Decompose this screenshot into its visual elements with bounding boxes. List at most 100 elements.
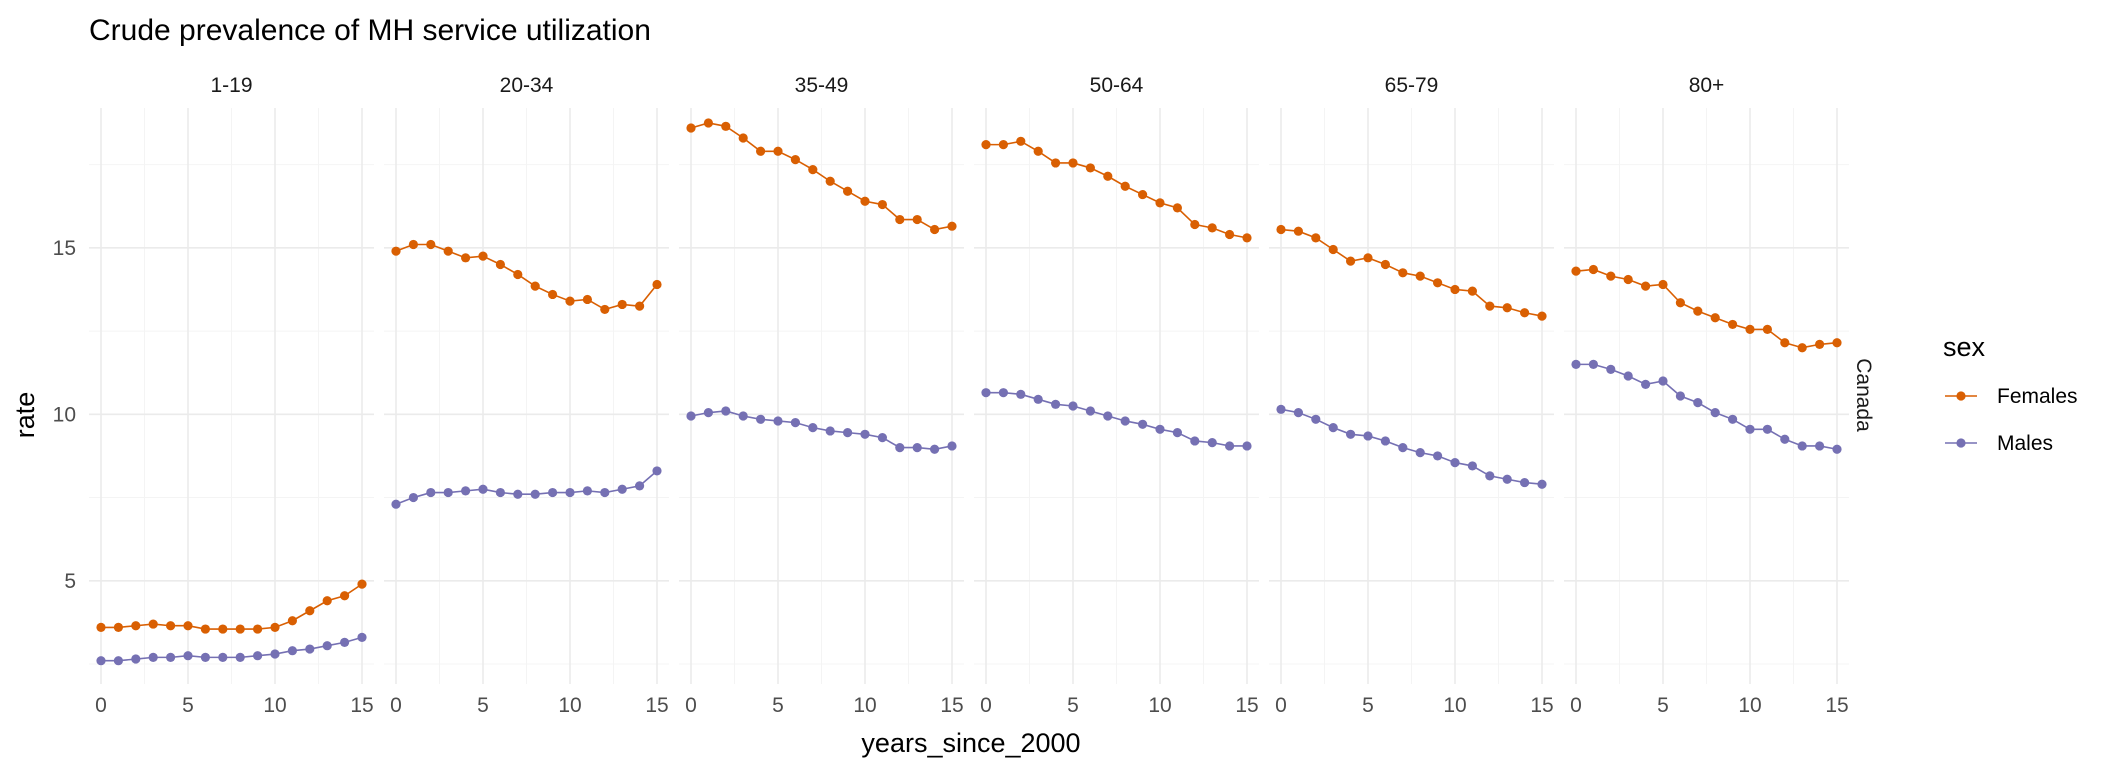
data-point-males xyxy=(1815,441,1825,451)
series-line-males xyxy=(395,470,658,505)
data-point-males xyxy=(756,414,766,424)
x-tick-label: 15 xyxy=(1530,694,1553,717)
data-point-males xyxy=(617,484,627,494)
data-point-males xyxy=(1016,389,1026,399)
facet-strip-label: 65-79 xyxy=(1385,74,1439,97)
data-point-males xyxy=(1797,441,1807,451)
data-point-females xyxy=(1606,271,1616,281)
facet-strip-label: 20-34 xyxy=(500,74,554,97)
data-point-females xyxy=(1363,253,1373,263)
data-point-males xyxy=(96,656,106,666)
data-point-males xyxy=(166,652,176,662)
data-point-females xyxy=(183,621,193,631)
data-point-males xyxy=(235,652,245,662)
data-point-females xyxy=(426,239,436,250)
data-point-males xyxy=(408,492,418,503)
data-point-females xyxy=(287,616,297,626)
data-point-females xyxy=(1641,281,1651,291)
legend-label: Females xyxy=(1997,385,2078,408)
data-point-females xyxy=(1467,286,1477,296)
y-tick-labels: 5 10 15 xyxy=(53,237,76,593)
data-point-males xyxy=(461,486,471,496)
data-point-males xyxy=(1068,401,1078,411)
data-point-females xyxy=(166,621,176,631)
data-point-males xyxy=(582,486,593,496)
data-point-males xyxy=(1832,444,1842,454)
data-point-females xyxy=(1815,339,1825,349)
data-point-females xyxy=(790,155,801,165)
data-point-males xyxy=(287,646,297,656)
x-tick-label: 10 xyxy=(558,694,581,717)
data-point-males xyxy=(148,652,158,662)
x-tick-label: 15 xyxy=(1235,694,1258,717)
data-point-females xyxy=(1172,203,1182,213)
x-tick-label: 0 xyxy=(685,694,697,717)
x-tick-label: 5 xyxy=(477,694,489,717)
data-point-males xyxy=(443,487,453,498)
data-point-males xyxy=(652,466,662,476)
legend-key-point xyxy=(1956,438,1966,448)
data-point-males xyxy=(998,388,1009,398)
data-point-females xyxy=(1745,324,1755,335)
data-point-males xyxy=(1346,429,1356,439)
data-point-males xyxy=(548,487,558,498)
x-tick-label: 5 xyxy=(182,694,194,717)
data-point-males xyxy=(1138,419,1148,429)
data-point-males xyxy=(825,426,835,436)
data-point-females xyxy=(721,121,731,131)
facet-panel-1: 1-19 0 5 10 15 xyxy=(89,74,374,717)
data-point-males xyxy=(860,429,870,439)
x-tick-label: 0 xyxy=(95,694,107,717)
data-point-males xyxy=(183,651,193,661)
data-point-males xyxy=(1103,411,1113,421)
data-point-males xyxy=(1693,398,1703,408)
data-point-females xyxy=(218,624,228,634)
data-point-males xyxy=(357,632,367,642)
data-point-females xyxy=(1033,146,1043,156)
x-tick-label: 10 xyxy=(1738,694,1761,717)
x-tick-label: 0 xyxy=(1275,694,1287,717)
y-tick-label: 5 xyxy=(64,570,76,593)
data-point-males xyxy=(1467,461,1477,471)
data-point-females xyxy=(408,239,418,250)
data-point-males xyxy=(738,411,748,421)
x-tick-label: 10 xyxy=(263,694,286,717)
facet-strip-label: 1-19 xyxy=(210,74,252,97)
data-point-females xyxy=(461,253,471,263)
data-point-females xyxy=(1832,338,1842,348)
data-point-males xyxy=(790,418,801,428)
data-point-females xyxy=(756,146,766,156)
data-point-females xyxy=(1797,343,1807,353)
series-line-females xyxy=(690,122,953,231)
data-point-females xyxy=(1450,284,1460,295)
data-point-males xyxy=(808,423,818,433)
x-tick-label: 5 xyxy=(1362,694,1374,717)
data-point-males xyxy=(1363,431,1373,441)
data-point-males xyxy=(1293,408,1303,418)
legend: sex Females Males xyxy=(1943,332,2078,455)
y-tick-label: 10 xyxy=(53,403,76,426)
data-point-females xyxy=(443,246,453,256)
data-point-females xyxy=(1328,244,1338,255)
data-point-males xyxy=(1502,474,1512,484)
x-tick-label: 15 xyxy=(645,694,668,717)
data-point-males xyxy=(877,433,888,443)
data-point-females xyxy=(686,123,696,133)
data-point-males xyxy=(1311,414,1321,424)
data-point-females xyxy=(548,289,558,300)
data-point-females xyxy=(96,622,106,632)
data-point-females xyxy=(235,624,245,634)
data-point-females xyxy=(860,196,870,206)
data-point-females xyxy=(981,140,991,150)
legend-item-males: Males xyxy=(1945,432,2053,455)
data-point-females xyxy=(1658,279,1668,290)
data-point-males xyxy=(1780,434,1790,444)
data-point-females xyxy=(635,301,645,311)
data-point-females xyxy=(1623,274,1633,285)
data-point-males xyxy=(565,487,575,498)
data-point-females xyxy=(877,199,888,210)
data-point-females xyxy=(565,296,575,306)
data-point-males xyxy=(1762,424,1772,434)
data-point-females xyxy=(270,622,280,632)
data-point-males xyxy=(600,487,610,498)
